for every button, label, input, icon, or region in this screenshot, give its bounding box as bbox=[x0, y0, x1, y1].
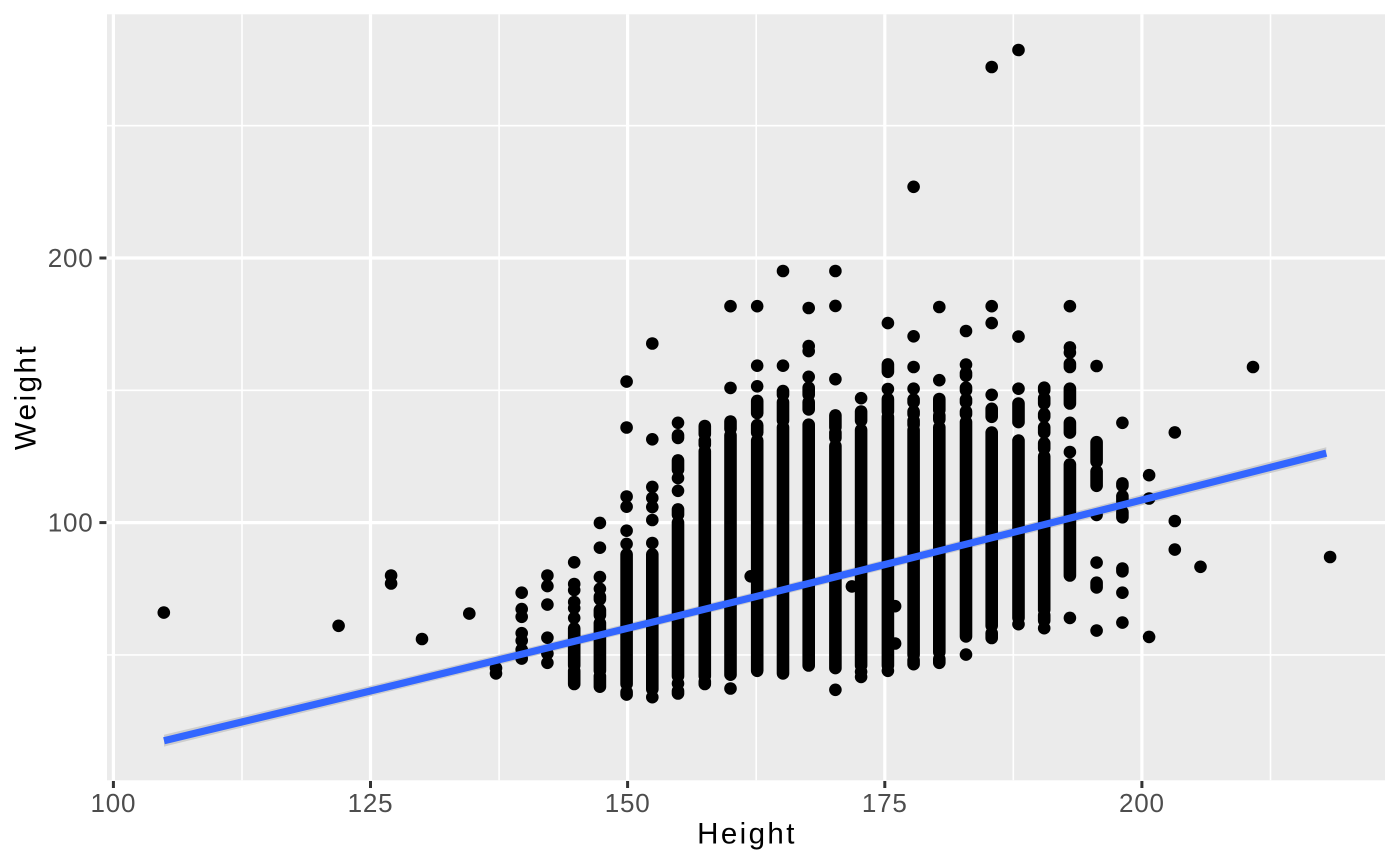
svg-text:200: 200 bbox=[48, 243, 94, 273]
svg-text:Weight: Weight bbox=[10, 344, 43, 450]
svg-text:150: 150 bbox=[605, 788, 651, 818]
svg-text:125: 125 bbox=[348, 788, 394, 818]
svg-text:100: 100 bbox=[48, 508, 94, 538]
svg-text:200: 200 bbox=[1119, 788, 1165, 818]
svg-text:Height: Height bbox=[697, 818, 797, 851]
svg-text:175: 175 bbox=[862, 788, 908, 818]
svg-text:100: 100 bbox=[91, 788, 137, 818]
